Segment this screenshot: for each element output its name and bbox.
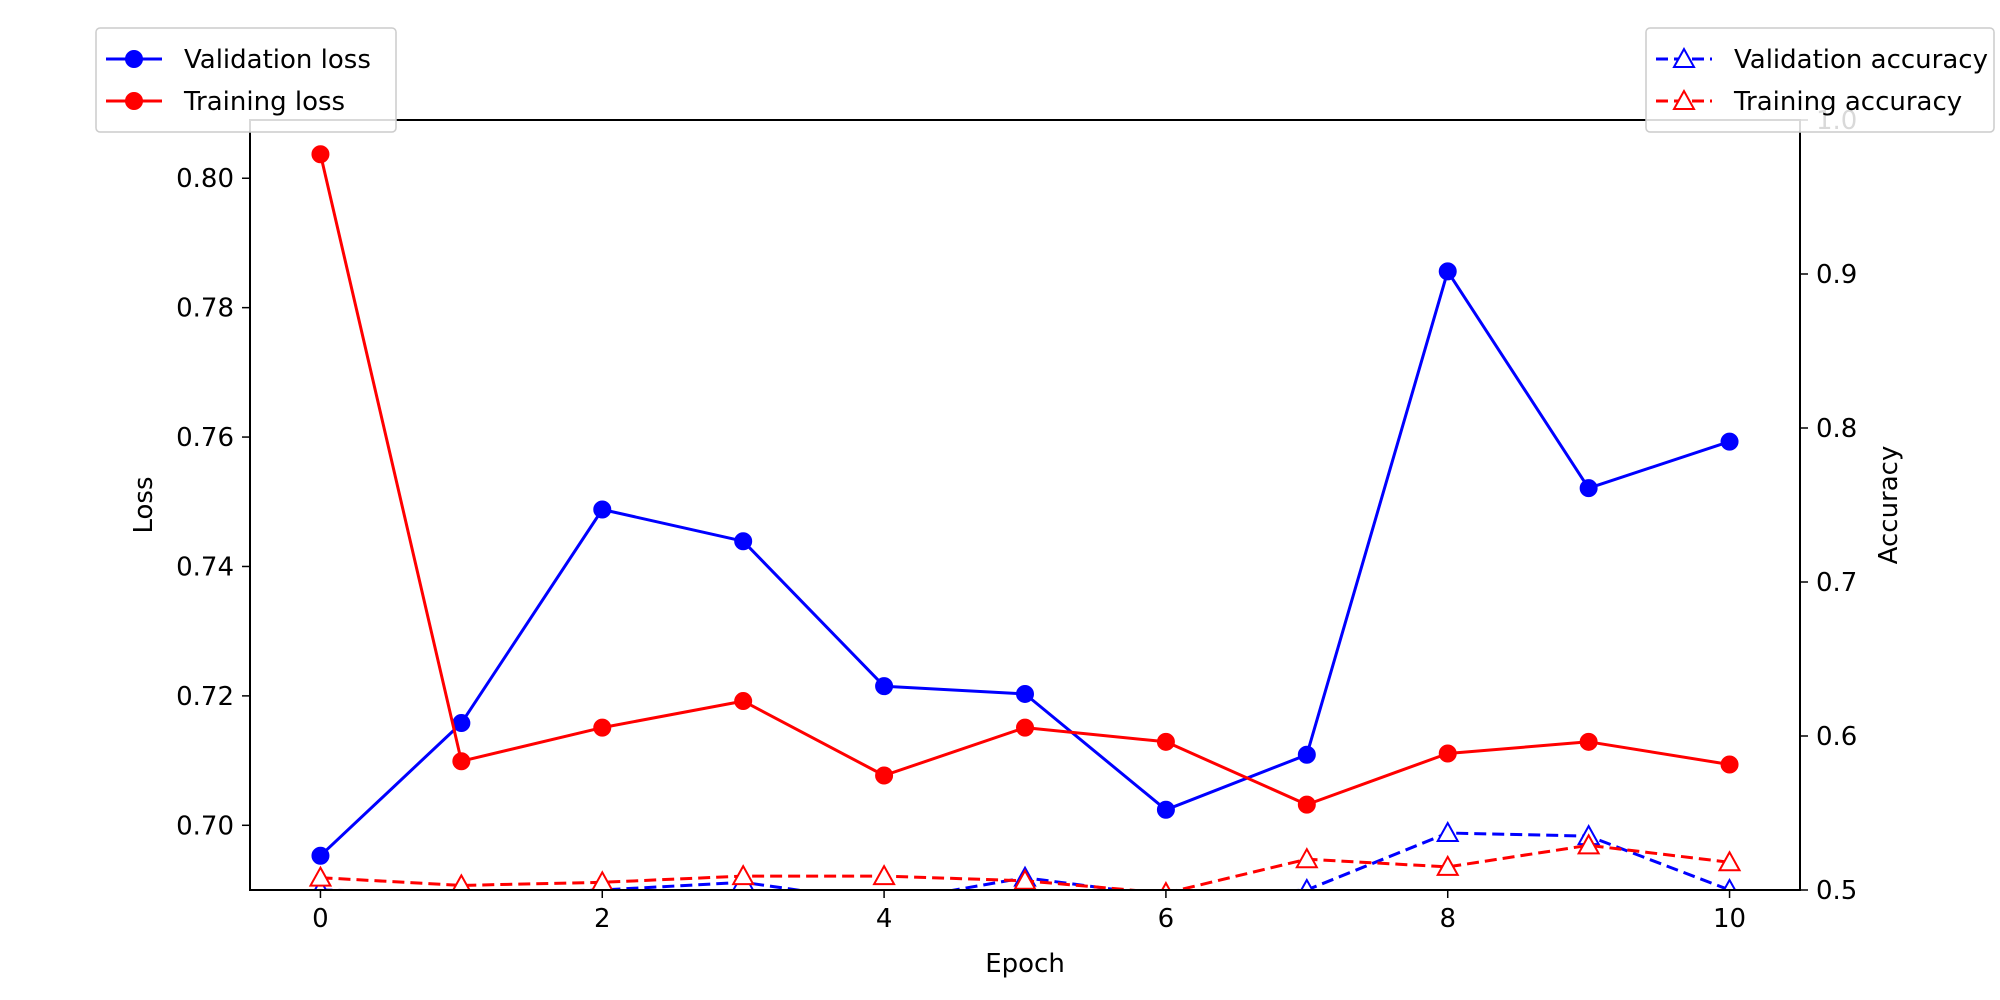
training-accuracy-series bbox=[308, 833, 1742, 890]
legend-swatch-marker bbox=[125, 50, 143, 68]
training-loss-series bbox=[311, 145, 1739, 814]
y-right-tick-label: 0.6 bbox=[1816, 722, 1857, 752]
y-left-tick-label: 0.70 bbox=[176, 811, 234, 841]
training-accuracy-point bbox=[1160, 881, 1171, 890]
x-tick-label: 4 bbox=[876, 904, 893, 934]
training-accuracy-point bbox=[1295, 847, 1319, 869]
training-loss-point bbox=[1438, 744, 1457, 763]
y-right-tick-label: 0.7 bbox=[1816, 568, 1857, 598]
legend-swatch-marker bbox=[1672, 46, 1696, 68]
validation-loss-point bbox=[1438, 262, 1457, 281]
validation-loss-point bbox=[1156, 800, 1175, 819]
y-left-tick-label: 0.76 bbox=[176, 423, 234, 453]
plot-area bbox=[250, 120, 1800, 890]
validation-loss-point bbox=[1297, 745, 1316, 764]
legend-swatch-marker bbox=[1672, 88, 1696, 110]
training-accuracy-point bbox=[872, 864, 896, 886]
y-left-tick-label: 0.80 bbox=[176, 164, 234, 194]
training-accuracy-point bbox=[1717, 850, 1742, 872]
training-loss-point bbox=[1579, 732, 1598, 751]
plot-frame bbox=[249, 119, 1801, 891]
axes-layer: 0 2 4 6 8 10 0.70 0.72 0.74 0.76 0.78 0.80 0.5 0.6 0.7… bbox=[129, 106, 1904, 979]
training-accuracy-point bbox=[1013, 868, 1037, 890]
legend-item-training-loss: Training loss bbox=[106, 87, 345, 117]
validation-loss-point bbox=[593, 500, 612, 519]
legend-item-validation-accuracy: Validation accuracy bbox=[1656, 45, 1988, 75]
x-tick-label: 10 bbox=[1713, 904, 1746, 934]
training-accuracy-point bbox=[308, 865, 333, 887]
training-accuracy-point bbox=[1576, 833, 1601, 855]
legend-label: Training loss bbox=[183, 87, 345, 117]
y-left-tick-label: 0.72 bbox=[176, 682, 234, 712]
training-loss-point bbox=[875, 766, 894, 785]
validation-loss-point bbox=[1016, 684, 1034, 703]
training-loss-point bbox=[1016, 718, 1034, 737]
training-loss-point bbox=[1720, 755, 1739, 774]
training-accuracy-point bbox=[452, 873, 471, 890]
validation-loss-point bbox=[734, 532, 753, 551]
legend-top-left: Validation loss Training loss bbox=[95, 27, 397, 133]
training-loss-point bbox=[1156, 732, 1175, 751]
legend-item-training-accuracy: Training accuracy bbox=[1656, 87, 1962, 117]
legend-layer: Validation loss Training loss Validation a… bbox=[95, 27, 1995, 133]
training-loss-point bbox=[311, 145, 330, 164]
legend-box bbox=[95, 27, 397, 133]
y-left-tick-label: 0.74 bbox=[176, 552, 234, 582]
training-loss-point bbox=[593, 718, 612, 737]
training-loss-point bbox=[734, 692, 753, 711]
training-accuracy-point bbox=[1436, 854, 1460, 876]
x-tick-label: 0 bbox=[312, 904, 329, 934]
validation-loss-series bbox=[311, 262, 1739, 865]
legend-label: Training accuracy bbox=[1733, 87, 1962, 117]
x-tick-label: 8 bbox=[1439, 904, 1456, 934]
legend-item-validation-loss: Validation loss bbox=[106, 45, 371, 75]
validation-loss-point bbox=[875, 677, 894, 696]
legend-box bbox=[1645, 27, 1995, 133]
x-axis-label: Epoch bbox=[985, 949, 1065, 979]
x-tick-label: 2 bbox=[594, 904, 611, 934]
legend-label: Validation loss bbox=[184, 45, 371, 75]
y-right-tick-label: 0.5 bbox=[1816, 876, 1857, 906]
training-accuracy-point bbox=[591, 870, 614, 890]
legend-top-right: Validation accuracy Training accuracy bbox=[1645, 27, 1995, 133]
y-left-tick-label: 0.78 bbox=[176, 294, 234, 324]
y-right-tick-label: 0.9 bbox=[1816, 260, 1857, 290]
validation-loss-point bbox=[311, 846, 330, 865]
y-left-axis-label: Loss bbox=[129, 476, 159, 533]
validation-accuracy-point bbox=[1436, 820, 1460, 843]
training-loss-point bbox=[1297, 795, 1316, 814]
training-accuracy-point bbox=[731, 864, 755, 886]
plot-background bbox=[250, 120, 1800, 890]
validation-loss-point bbox=[1579, 479, 1598, 498]
x-tick-label: 6 bbox=[1158, 904, 1175, 934]
legend-label: Validation accuracy bbox=[1734, 45, 1988, 75]
series-layer bbox=[308, 145, 1742, 890]
validation-loss-point bbox=[1720, 432, 1739, 451]
training-loss-point bbox=[452, 752, 471, 771]
legend-swatch-marker bbox=[125, 92, 143, 110]
y-right-axis-label: Accuracy bbox=[1874, 446, 1904, 565]
y-right-tick-label: 0.8 bbox=[1816, 414, 1857, 444]
